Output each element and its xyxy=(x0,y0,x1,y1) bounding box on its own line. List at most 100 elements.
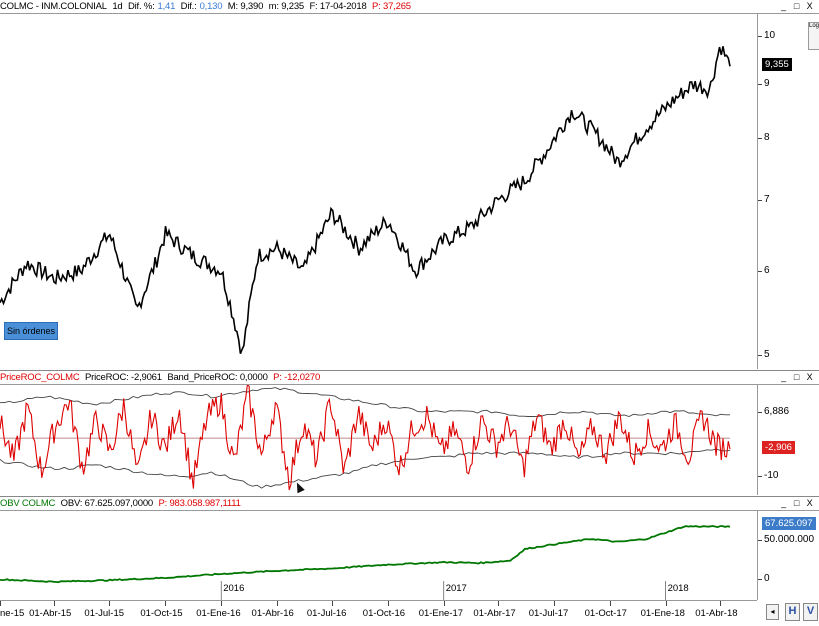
v-button[interactable]: V xyxy=(803,603,818,621)
close-button[interactable]: X xyxy=(806,372,813,382)
x-tick-mark xyxy=(276,601,278,606)
x-tick-label: 01-Jul-15 xyxy=(84,608,125,619)
x-tick-mark xyxy=(553,601,555,606)
x-tick-mark xyxy=(720,601,722,606)
obv-pane: OBV COLMC OBV: 67.625.097,0000 P: 983.05… xyxy=(0,497,819,600)
x-tick-mark xyxy=(221,601,223,606)
roc-y-tick-upper: 6,886 xyxy=(764,406,790,418)
roc-window-buttons: _ □ X xyxy=(778,371,817,384)
price-window-buttons: _ □ X xyxy=(778,0,817,13)
price-y-tick-8-mark xyxy=(758,138,762,140)
close-button[interactable]: X xyxy=(806,1,813,11)
x-tick-mark xyxy=(0,601,1,606)
price-per: P: 37,265 xyxy=(371,1,411,12)
x-tick-label: 01-Abr-17 xyxy=(473,608,516,619)
roc-per: P: -12,0270 xyxy=(273,372,321,383)
price-symbol: COLMC - INM.COLONIAL xyxy=(0,1,107,12)
log-button[interactable]: Log xyxy=(808,22,819,50)
roc-band-upper-line xyxy=(0,387,730,417)
price-last-value-tag: 9,355 xyxy=(762,58,792,72)
close-button[interactable]: X xyxy=(806,498,813,508)
x-tick-label: ne-15 xyxy=(0,608,25,619)
obv-y-tick-zero: 0 xyxy=(764,573,770,585)
x-tick-label: 01-Ene-17 xyxy=(418,608,464,619)
obv-label: OBV COLMC xyxy=(0,498,56,509)
obv-y-axis: 50.000.000 0 67.625.097 xyxy=(757,511,819,600)
price-y-tick-10-mark xyxy=(758,35,762,37)
restore-button[interactable]: □ xyxy=(793,372,800,382)
roc-header: PriceROC_COLMC PriceROC: -2,9061 Band_Pr… xyxy=(0,371,819,385)
x-tick-label: 01-Abr-16 xyxy=(251,608,294,619)
restore-button[interactable]: □ xyxy=(793,1,800,11)
roc-value: PriceROC: -2,9061 xyxy=(85,372,162,383)
x-tick-mark xyxy=(109,601,111,606)
obv-per: P: 983.058.987,1111 xyxy=(158,498,241,509)
obv-plot[interactable]: 2016 2017 2018 xyxy=(0,511,757,600)
price-series-line xyxy=(0,46,731,354)
scroll-left-button[interactable]: ◂ xyxy=(766,604,779,620)
price-header: COLMC - INM.COLONIAL 1d Dif. %: 1,41 Dif.… xyxy=(0,0,819,14)
x-tick-mark xyxy=(331,601,333,606)
x-tick-label: 01-Ene-18 xyxy=(640,608,685,619)
pane-separator[interactable] xyxy=(0,496,819,497)
price-period: 1d xyxy=(112,1,123,12)
obv-value: OBV: 67.625.097,0000 xyxy=(60,498,154,509)
obv-last-value-tag: 67.625.097 xyxy=(762,517,816,530)
roc-y-tick-upper-mark xyxy=(758,412,762,414)
price-y-tick-7: 7 xyxy=(764,193,770,205)
price-y-tick-9-mark xyxy=(758,84,762,86)
price-y-tick-5-mark xyxy=(758,354,762,356)
minimize-button[interactable]: _ xyxy=(781,372,786,382)
x-tick-mark xyxy=(165,601,167,606)
price-plot[interactable]: Sin órdenes xyxy=(0,14,757,369)
x-tick-mark xyxy=(609,601,611,606)
x-tick-label: 01-Oct-16 xyxy=(362,608,406,619)
minimize-button[interactable]: _ xyxy=(781,498,786,508)
roc-y-axis: 6,886 -10 -2,906 xyxy=(757,385,819,495)
minimize-button[interactable]: _ xyxy=(781,1,786,11)
year-label-2017: 2017 xyxy=(445,583,467,594)
x-tick-label: 01-Abr-18 xyxy=(695,608,738,619)
obv-y-tick-50m-mark xyxy=(758,540,762,542)
price-y-tick-10: 10 xyxy=(764,29,776,41)
roc-label: PriceROC_COLMC xyxy=(0,372,80,383)
x-axis: ne-15 01-Abr-15 01-Jul-15 01-Oct-15 01-Ene-1… xyxy=(0,600,757,626)
x-tick-mark xyxy=(665,601,667,606)
price-pane: COLMC - INM.COLONIAL 1d Dif. %: 1,41 Dif.… xyxy=(0,0,819,370)
price-date: F: 17-04-2018 xyxy=(309,1,367,12)
year-label-2016: 2016 xyxy=(223,583,245,594)
roc-band-lower-line xyxy=(0,448,731,489)
roc-pane: PriceROC_COLMC PriceROC: -2,9061 Band_Pr… xyxy=(0,371,819,496)
year-label-2018: 2018 xyxy=(667,583,689,594)
roc-y-tick-lower: -10 xyxy=(764,469,779,481)
obv-series-line xyxy=(0,525,731,584)
roc-plot[interactable] xyxy=(0,385,757,495)
price-min: m: 9,235 xyxy=(268,1,305,12)
restore-button[interactable]: □ xyxy=(793,498,800,508)
price-y-axis: 10 9 8 7 6 5 Log 9,355 xyxy=(757,14,819,369)
obv-chart xyxy=(0,525,731,600)
price-y-tick-8: 8 xyxy=(764,132,770,144)
h-button[interactable]: H xyxy=(785,603,800,621)
roc-chart xyxy=(0,385,731,491)
price-dif: 0,130 xyxy=(199,1,223,12)
roc-band: Band_PriceROC: 0,0000 xyxy=(167,372,268,383)
obv-window-buttons: _ □ X xyxy=(778,497,817,510)
x-tick-mark xyxy=(387,601,389,606)
x-tick-mark xyxy=(443,601,445,606)
price-max: M: 9,390 xyxy=(227,1,264,12)
obv-y-tick-50m: 50.000.000 xyxy=(764,534,815,546)
x-tick-label: 01-Oct-15 xyxy=(140,608,183,619)
x-tick-label: 01-Oct-17 xyxy=(584,608,627,619)
x-tick-label: 01-Ene-16 xyxy=(196,608,241,619)
orders-badge[interactable]: Sin órdenes xyxy=(4,322,59,340)
x-tick-mark xyxy=(54,601,56,606)
x-tick-label: 01-Abr-15 xyxy=(29,608,72,619)
price-y-tick-6: 6 xyxy=(764,264,770,276)
x-tick-label: 01-Jul-16 xyxy=(306,608,347,619)
price-y-tick-6-mark xyxy=(758,270,762,272)
price-dif-label: Dif.: xyxy=(180,1,197,12)
price-dif-pct-label: Dif. %: xyxy=(127,1,155,12)
price-y-tick-9: 9 xyxy=(764,78,770,90)
pane-separator[interactable] xyxy=(0,370,819,371)
